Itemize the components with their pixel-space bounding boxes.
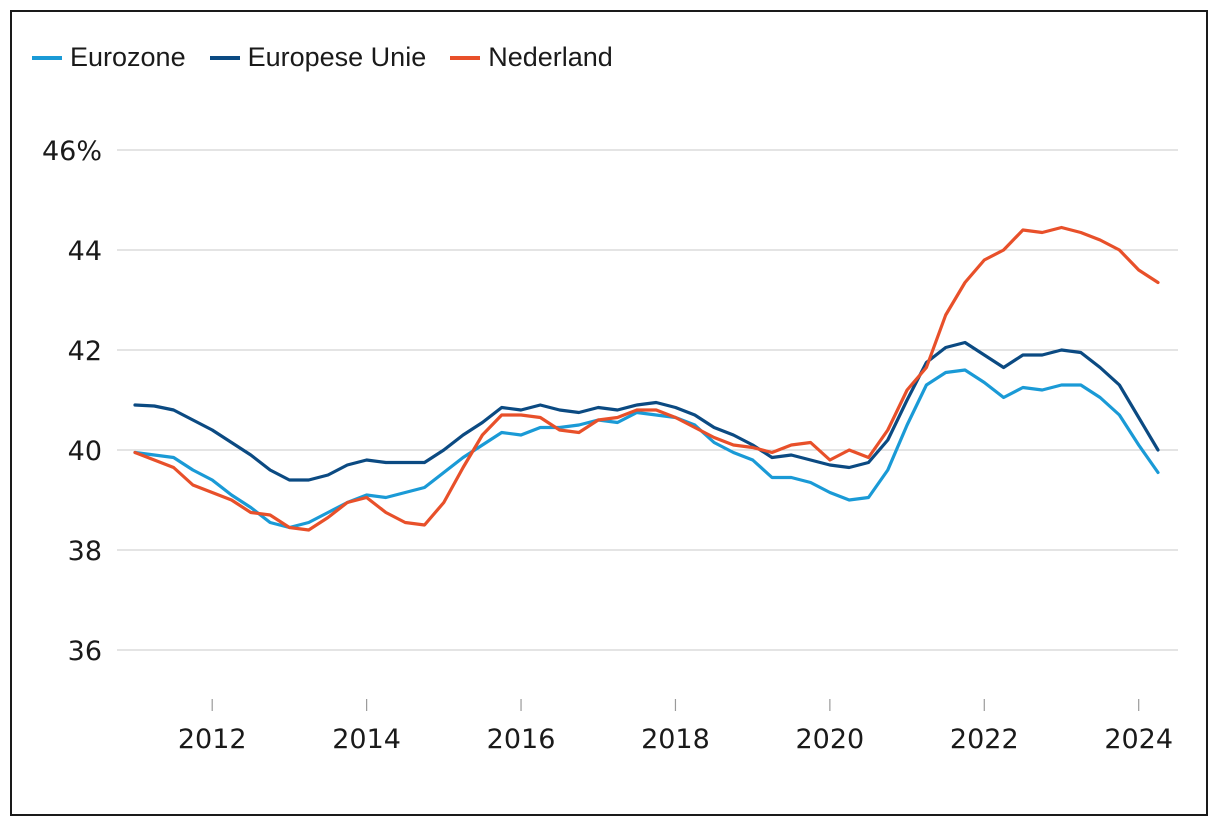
series-line-europese-unie: [133, 340, 1160, 482]
legend-swatch-europese-unie: [209, 55, 240, 60]
legend-item-europese-unie: Europese Unie: [209, 42, 427, 73]
legend-label-nederland: Nederland: [488, 42, 613, 72]
y-tick-label-40: 40: [68, 436, 102, 467]
legend-swatch-eurozone: [32, 55, 62, 60]
y-tick-label-46: 46%: [42, 136, 102, 167]
series-line-nederland: [133, 225, 1160, 532]
y-tick-label-38: 38: [68, 536, 102, 567]
y-tick-label-36: 36: [68, 636, 102, 667]
chart-frame: [10, 10, 1208, 816]
x-tick-label-2024: 2024: [1104, 724, 1173, 755]
legend-item-nederland: Nederland: [450, 42, 613, 73]
chart-legend: Eurozone Europese Unie Nederland: [32, 42, 637, 73]
y-tick-label-42: 42: [68, 336, 102, 367]
y-tick-label-44: 44: [68, 236, 102, 267]
x-tick-label-2022: 2022: [950, 724, 1019, 755]
x-tick-label-2014: 2014: [332, 724, 401, 755]
legend-label-eurozone: Eurozone: [70, 42, 186, 72]
legend-item-eurozone: Eurozone: [32, 42, 186, 73]
x-tick-label-2020: 2020: [796, 724, 865, 755]
legend-label-europese-unie: Europese Unie: [247, 42, 427, 72]
legend-swatch-nederland: [450, 55, 481, 60]
x-tick-label-2016: 2016: [487, 724, 556, 755]
x-tick-label-2012: 2012: [178, 724, 247, 755]
series-line-eurozone: [133, 368, 1160, 530]
x-tick-label-2018: 2018: [641, 724, 710, 755]
